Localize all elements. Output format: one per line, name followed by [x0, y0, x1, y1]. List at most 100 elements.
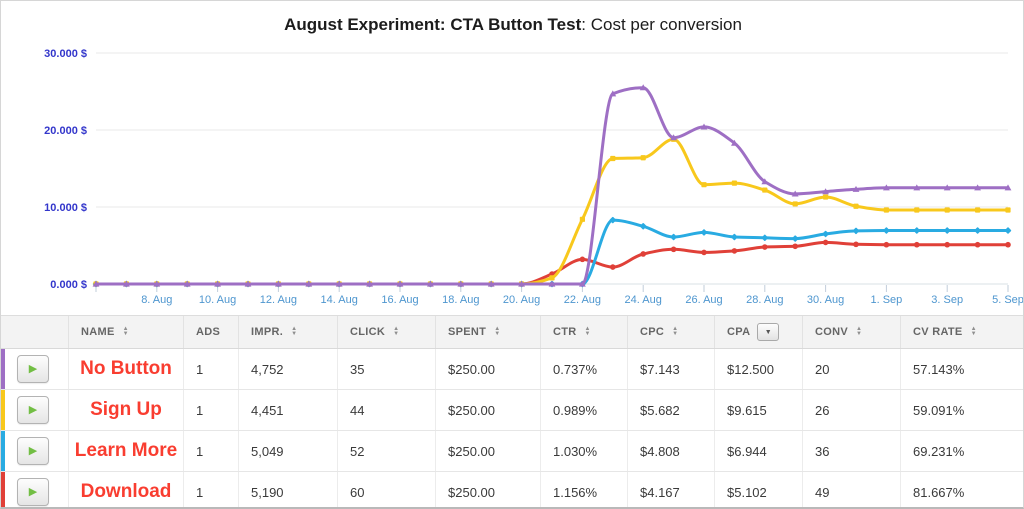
campaign-name[interactable]: No Button	[69, 349, 184, 389]
column-label: NAME	[81, 326, 115, 338]
data-point-marker	[883, 241, 890, 248]
data-point-marker	[791, 190, 799, 197]
series-color-stripe	[1, 431, 5, 471]
sort-icon: ▲ ▼	[393, 326, 400, 337]
data-point-marker	[761, 234, 769, 242]
cell-conv: 26	[803, 390, 901, 430]
play-button[interactable]: ▶	[17, 478, 49, 506]
data-point-marker	[731, 248, 738, 254]
x-axis-label: 16. Aug	[381, 294, 418, 306]
cell-cpc: $5.682	[628, 390, 715, 430]
data-point-marker	[974, 227, 981, 234]
data-point-marker	[883, 184, 890, 191]
x-axis-label: 14. Aug	[321, 294, 358, 306]
cell-spent: $250.00	[436, 431, 541, 471]
cell-ads: 1	[184, 349, 239, 389]
data-point-marker	[943, 184, 951, 191]
campaign-name[interactable]: Download	[69, 472, 184, 507]
cell-click: 44	[338, 390, 436, 430]
cell-click: 52	[338, 431, 436, 471]
cell-conv: 36	[803, 431, 901, 471]
play-cell: ▶	[1, 349, 69, 389]
cell-cv-rate: 81.667%	[913, 484, 965, 500]
data-point-marker	[792, 243, 798, 250]
column-header-impr[interactable]: IMPR. ▲ ▼	[239, 316, 338, 348]
data-point-marker	[791, 235, 799, 242]
column-header-name[interactable]: NAME ▲ ▼	[69, 316, 184, 348]
column-label: SPENT	[448, 326, 487, 338]
y-axis-label: 20.000 $	[44, 125, 87, 137]
data-point-marker	[731, 180, 737, 186]
column-header-spent[interactable]: SPENT ▲ ▼	[436, 316, 541, 348]
column-header-ctr[interactable]: CTR ▲ ▼	[541, 316, 628, 348]
table-header-row: NAME ▲ ▼ ADS IMPR. ▲ ▼ CLICK ▲ ▼ SPENT ▲ ▼ CTR ▲ ▼ CPC ▲ ▼…	[1, 316, 1023, 349]
data-point-marker	[487, 280, 495, 287]
data-point-marker	[427, 280, 434, 287]
table-row-download: ▶ Download 1 5,190 60 $250.00 1.156% $4.167 $5.1…	[1, 472, 1023, 507]
column-label: CV RATE	[913, 326, 963, 338]
data-point-marker	[518, 280, 525, 287]
x-axis-label: 1. Sep	[870, 294, 902, 306]
data-point-marker	[883, 207, 889, 213]
column-header-cv-rate[interactable]: CV RATE ▲ ▼	[901, 316, 1023, 348]
column-header-cpc[interactable]: CPC ▲ ▼	[628, 316, 715, 348]
sort-icon: ▲ ▼	[291, 326, 298, 337]
cell-cpc: $4.808	[628, 431, 715, 471]
column-label: CTR	[553, 326, 577, 338]
x-axis-label: 5. Sep	[992, 294, 1024, 306]
data-point-marker	[396, 280, 404, 287]
data-point-marker	[822, 188, 829, 195]
data-point-marker	[944, 207, 950, 213]
data-point-marker	[670, 233, 677, 241]
data-point-marker	[914, 207, 920, 213]
data-point-marker	[943, 227, 951, 234]
data-point-marker	[579, 280, 586, 287]
play-cell: ▶	[1, 390, 69, 430]
data-point-marker	[639, 84, 647, 91]
column-header-click[interactable]: CLICK ▲ ▼	[338, 316, 436, 348]
data-point-marker	[183, 280, 191, 287]
x-axis-label: 8. Aug	[141, 294, 172, 306]
play-cell: ▶	[1, 431, 69, 471]
data-point-marker	[123, 280, 130, 287]
play-button[interactable]: ▶	[17, 437, 49, 465]
series-color-stripe	[1, 472, 5, 507]
cell-click: 35	[338, 349, 436, 389]
campaign-name[interactable]: Sign Up	[69, 390, 184, 430]
data-point-marker	[914, 241, 920, 248]
series-line-sign-up	[94, 137, 1010, 286]
data-point-marker	[244, 280, 252, 287]
cell-impr: 5,049	[239, 431, 338, 471]
cell-ads: 1	[184, 431, 239, 471]
column-label: CPC	[640, 326, 665, 338]
data-point-marker	[214, 280, 221, 287]
campaign-name[interactable]: Learn More	[69, 431, 184, 471]
data-point-marker	[731, 233, 738, 241]
play-button[interactable]: ▶	[17, 396, 49, 424]
x-axis-label: 24. Aug	[625, 294, 662, 306]
cell-cpa: $6.944	[715, 431, 803, 471]
data-point-marker	[761, 178, 769, 185]
column-header-conv[interactable]: CONV ▲ ▼	[803, 316, 901, 348]
data-point-marker	[1005, 241, 1011, 248]
cell-ads: 1	[184, 390, 239, 430]
cell-impr: 5,190	[239, 472, 338, 507]
cell-cv-rate: 59.091%	[913, 402, 965, 418]
data-point-marker	[762, 244, 768, 250]
sort-icon: ▲ ▼	[122, 326, 129, 337]
data-point-marker	[701, 182, 707, 188]
data-point-marker	[853, 203, 859, 209]
play-button[interactable]: ▶	[17, 355, 49, 383]
cell-ctr: 0.737%	[541, 349, 628, 389]
column-header-cpa[interactable]: CPA ▼	[715, 316, 803, 348]
cell-impr: 4,752	[239, 349, 338, 389]
cell-ads: 1	[184, 472, 239, 507]
data-point-marker	[579, 216, 585, 222]
cpa-sort-button[interactable]: ▼	[757, 323, 780, 341]
cpa-line-chart: 0.000 $ 10.000 $ 20.000 $ 30.000 $ 8. Aug 10.…	[44, 48, 1024, 306]
data-point-marker	[640, 155, 646, 161]
cell-cpc: $4.167	[628, 472, 715, 507]
data-point-marker	[975, 207, 981, 213]
x-axis-label: 30. Aug	[807, 294, 844, 306]
